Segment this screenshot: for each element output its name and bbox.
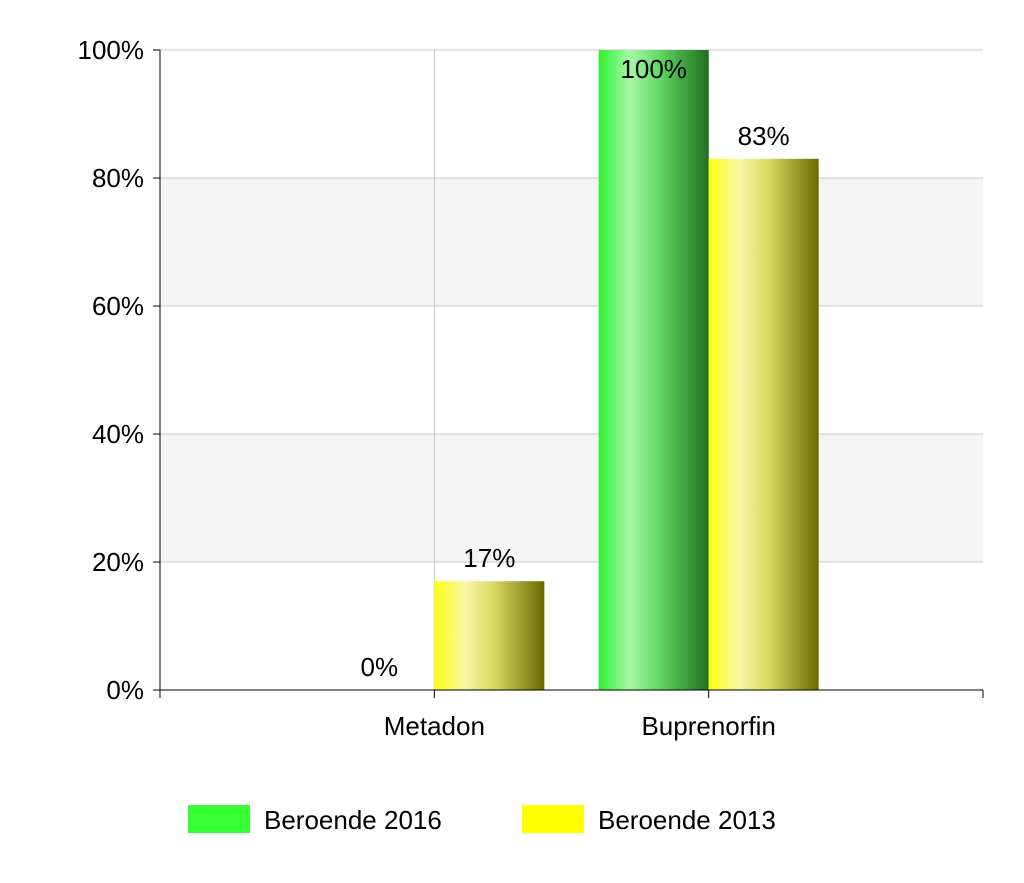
plot-band (160, 434, 983, 562)
grid-lines (160, 49, 983, 690)
y-tick-label: 20% (92, 547, 144, 577)
x-tick-label: Metadon (384, 711, 485, 741)
y-tick-label: 80% (92, 163, 144, 193)
legend-swatch (522, 805, 584, 833)
bar-beroende-2013-buprenorfin (708, 158, 819, 691)
data-label: 17% (463, 543, 515, 573)
plot-bands (160, 178, 983, 562)
data-label: 100% (620, 54, 687, 84)
legend-swatch (188, 805, 250, 833)
y-tick-label: 40% (92, 419, 144, 449)
data-label: 83% (738, 121, 790, 151)
legend-label: Beroende 2016 (264, 805, 442, 835)
y-tick-label: 60% (92, 291, 144, 321)
y-tick-label: 0% (106, 675, 144, 705)
legend: Beroende 2016 Beroende 2013 (188, 805, 776, 835)
plot-band (160, 178, 983, 306)
x-tick-label: Buprenorfin (641, 711, 775, 741)
data-label: 0% (361, 652, 399, 682)
data-labels: 0% 20% 40% 60% 80% 100% 0% 17% Metadon 100% 83% Bup… (78, 35, 790, 741)
bars (434, 50, 819, 691)
bar-beroende-2013-metadon (434, 581, 545, 690)
y-tick-label: 100% (78, 35, 145, 65)
legend-label: Beroende 2013 (598, 805, 776, 835)
bar-beroende-2016-buprenorfin (598, 50, 709, 690)
axes (153, 49, 984, 698)
